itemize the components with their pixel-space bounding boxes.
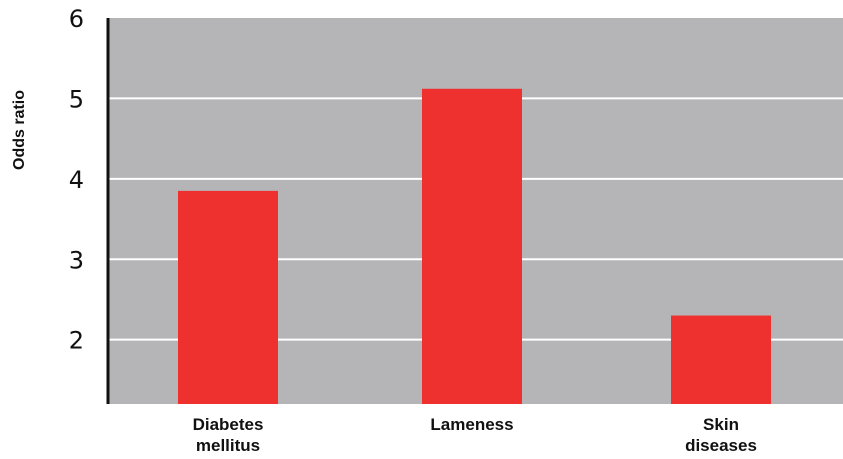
bars bbox=[178, 88, 771, 405]
x-category-label: Skin diseases bbox=[685, 415, 757, 455]
y-tick-label: 6 bbox=[69, 5, 84, 33]
y-tick-label: 5 bbox=[69, 85, 84, 113]
x-category-label: Diabetes mellitus bbox=[193, 415, 264, 455]
y-tick-label: 4 bbox=[69, 166, 84, 194]
bar bbox=[178, 190, 278, 404]
y-axis-title: Odds ratio bbox=[11, 90, 28, 170]
x-category-label: Lameness bbox=[430, 415, 513, 434]
bar bbox=[671, 315, 771, 404]
bar bbox=[422, 88, 522, 405]
y-tick-label: 2 bbox=[69, 327, 84, 355]
y-tick-label: 3 bbox=[69, 246, 84, 274]
y-tick-labels: 2 3 4 5 6 bbox=[69, 5, 84, 355]
x-category-labels: Diabetes mellitus Lameness Skin diseases bbox=[193, 415, 757, 455]
